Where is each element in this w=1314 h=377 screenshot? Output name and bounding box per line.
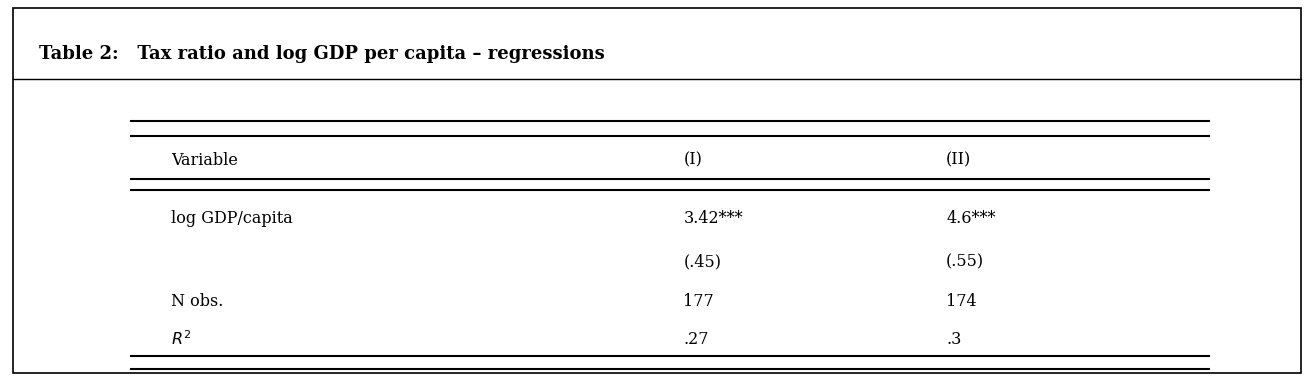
Text: Table 2:   Tax ratio and log GDP per capita – regressions: Table 2: Tax ratio and log GDP per capit… — [39, 45, 606, 63]
Text: $R^2$: $R^2$ — [171, 330, 191, 349]
Text: N obs.: N obs. — [171, 293, 223, 310]
Text: (.55): (.55) — [946, 253, 984, 271]
Text: Variable: Variable — [171, 152, 238, 169]
Text: 4.6***: 4.6*** — [946, 210, 996, 227]
Text: (II): (II) — [946, 152, 971, 169]
Text: .27: .27 — [683, 331, 708, 348]
Text: (.45): (.45) — [683, 253, 721, 271]
Text: 177: 177 — [683, 293, 714, 310]
Text: log GDP/capita: log GDP/capita — [171, 210, 293, 227]
Text: 3.42***: 3.42*** — [683, 210, 742, 227]
Text: .3: .3 — [946, 331, 962, 348]
Text: (I): (I) — [683, 152, 702, 169]
Text: 174: 174 — [946, 293, 976, 310]
FancyBboxPatch shape — [13, 8, 1301, 373]
